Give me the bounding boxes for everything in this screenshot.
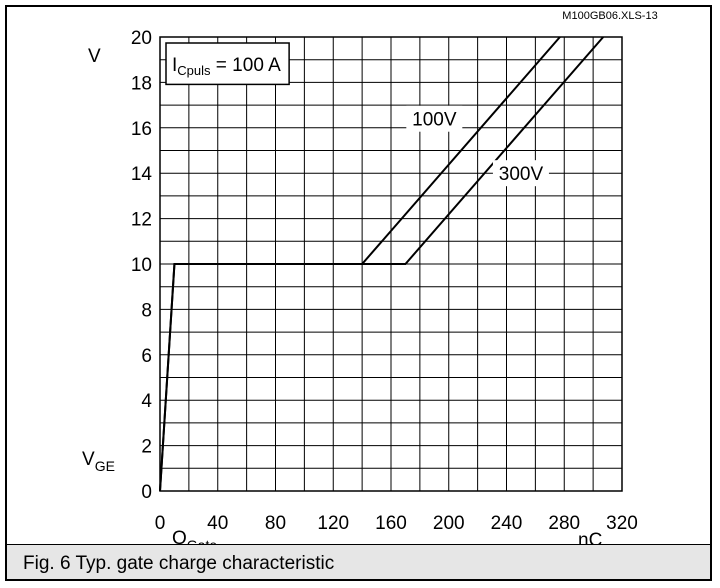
y-axis-label-sub: GE bbox=[95, 458, 115, 474]
y-tick-label: 16 bbox=[131, 119, 152, 140]
x-tick-label: 0 bbox=[155, 513, 166, 534]
series-lines bbox=[159, 36, 604, 492]
x-tick-label: 160 bbox=[375, 513, 407, 534]
x-tick-label: 40 bbox=[207, 513, 228, 534]
condition-box: ICpuls = 100 A bbox=[165, 42, 290, 86]
y-axis-label: VGE bbox=[82, 449, 115, 474]
x-axis-label-main: Q bbox=[172, 528, 187, 549]
y-tick-label: 0 bbox=[141, 482, 152, 503]
y-axis-label-main: V bbox=[82, 449, 95, 470]
figure-frame bbox=[5, 5, 712, 581]
series-label-bg bbox=[406, 105, 463, 132]
svg-text:ICpuls = 100 A: ICpuls = 100 A bbox=[172, 55, 281, 78]
plot-border-rect bbox=[159, 36, 623, 492]
y-tick-label: 6 bbox=[141, 346, 152, 367]
series-label: 300V bbox=[499, 164, 544, 185]
x-tick-label: 80 bbox=[265, 513, 286, 534]
plot-area bbox=[159, 36, 623, 492]
y-tick-label: 18 bbox=[131, 73, 152, 94]
caption-bar: Fig. 6 Typ. gate charge characteristic bbox=[5, 544, 712, 581]
series-label: 100V bbox=[412, 110, 457, 131]
y-tick-label: 4 bbox=[141, 391, 152, 412]
x-tick-label: 120 bbox=[317, 513, 349, 534]
y-tick-label: 14 bbox=[131, 164, 153, 185]
series-label-bg bbox=[492, 160, 549, 187]
series-line-300v bbox=[159, 36, 604, 492]
x-tick-label: 200 bbox=[433, 513, 465, 534]
figure-code-label: M100GB06.XLS-13 bbox=[562, 10, 657, 22]
y-tick-label: 8 bbox=[141, 300, 152, 321]
x-tick-label: 240 bbox=[491, 513, 523, 534]
y-tick-label: 10 bbox=[131, 255, 152, 276]
y-tick-label: 20 bbox=[131, 28, 152, 49]
y-tick-label: 2 bbox=[141, 437, 152, 458]
y-unit-label: V bbox=[88, 46, 101, 67]
figure-caption: Fig. 6 Typ. gate charge characteristic bbox=[23, 553, 335, 574]
condition-rest: = 100 A bbox=[211, 55, 282, 76]
condition-main: I bbox=[172, 55, 177, 76]
y-tick-label: 12 bbox=[131, 210, 152, 231]
condition-sub: Cpuls bbox=[177, 63, 211, 78]
x-tick-label: 280 bbox=[548, 513, 580, 534]
x-tick-label: 320 bbox=[606, 513, 638, 534]
series-labels: 100V 300V bbox=[406, 105, 549, 187]
